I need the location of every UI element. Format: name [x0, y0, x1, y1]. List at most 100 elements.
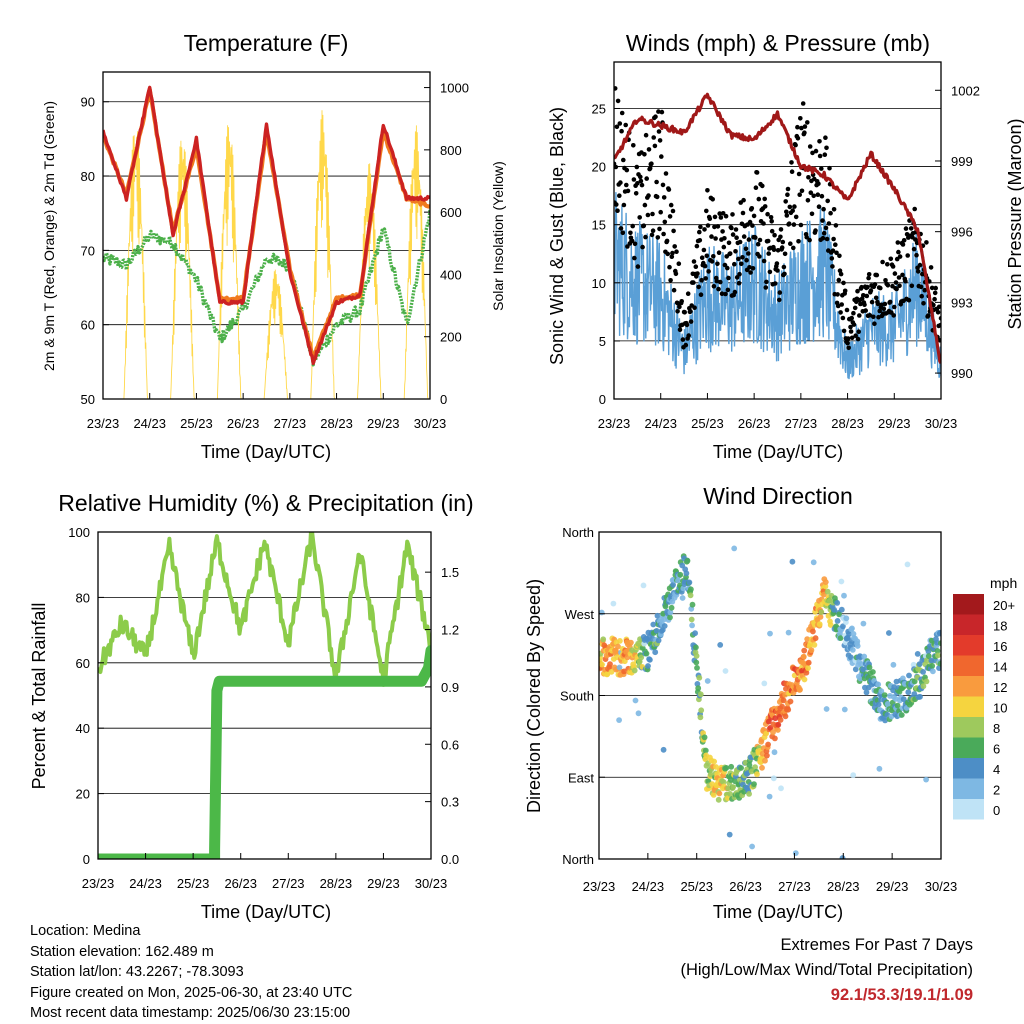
gust-point: [741, 234, 747, 239]
gust-point: [782, 271, 787, 277]
gust-point: [798, 222, 804, 228]
direction-point: [935, 652, 941, 659]
direction-point: [607, 661, 613, 667]
colorbar-label: 18: [993, 619, 1007, 634]
gust-point: [823, 135, 828, 140]
gust-point: [905, 253, 910, 258]
gust-point: [653, 114, 658, 119]
gust-point: [697, 238, 703, 243]
colorbar-label: 6: [993, 742, 1000, 757]
gust-point: [807, 237, 812, 243]
gust-point: [615, 98, 621, 104]
gust-point: [618, 180, 623, 185]
gust-point: [829, 256, 835, 261]
gust-point: [713, 236, 718, 241]
direction-point: [686, 579, 693, 586]
gust-point: [918, 284, 924, 290]
direction-point: [890, 661, 897, 668]
direction-point: [759, 764, 765, 771]
gust-point: [643, 234, 648, 240]
gust-point: [919, 293, 924, 299]
gust-point: [848, 324, 853, 330]
gust-point: [842, 288, 848, 294]
direction-xtick-label: 29/23: [876, 879, 909, 894]
gust-point: [736, 280, 742, 286]
direction-point: [881, 692, 888, 698]
gust-point: [695, 271, 700, 276]
direction-point: [876, 765, 883, 772]
gust-point: [697, 229, 702, 235]
gust-point: [746, 251, 751, 256]
gust-point: [868, 288, 874, 293]
gust-point: [793, 214, 799, 220]
winds-y2tick-label: 1002: [951, 83, 980, 98]
temperature-xtick-label: 29/23: [367, 416, 400, 431]
gust-point: [747, 265, 752, 270]
direction-point: [808, 647, 815, 654]
gust-point: [787, 204, 793, 210]
direction-point: [696, 674, 703, 681]
humidity-ytick-label: 20: [76, 787, 90, 802]
direction-point: [717, 642, 724, 648]
direction-xlabel: Time (Day/UTC): [713, 902, 843, 922]
gust-point: [736, 256, 741, 262]
gust-point: [849, 315, 854, 321]
info-latlon: Station lat/lon: 43.2267; -78.3093: [30, 964, 244, 980]
gust-point: [893, 280, 899, 285]
direction-point: [805, 659, 812, 666]
direction-point: [653, 628, 660, 634]
gust-point: [819, 193, 825, 199]
direction-xtick-label: 23/23: [583, 879, 616, 894]
gust-point: [720, 211, 726, 216]
direction-point: [632, 697, 639, 704]
humidity-ytick-label: 80: [76, 590, 90, 605]
gust-point: [841, 280, 846, 286]
direction-point: [816, 621, 823, 628]
gust-point: [869, 299, 875, 305]
gust-point: [914, 252, 919, 258]
direction-point: [694, 665, 700, 671]
gust-point: [635, 264, 641, 269]
gust-point: [733, 227, 739, 232]
gust-point: [624, 167, 630, 173]
humidity-ytick-label: 100: [68, 525, 90, 540]
gust-point: [734, 275, 740, 280]
direction-point: [631, 667, 638, 674]
gust-point: [831, 236, 836, 242]
direction-point: [779, 703, 785, 710]
direction-point: [716, 790, 723, 797]
direction-point: [841, 706, 848, 713]
temperature-ytick-label: 60: [81, 318, 95, 333]
temperature-y2tick-label: 800: [440, 143, 462, 158]
gust-point: [631, 177, 637, 182]
gust-point: [913, 237, 918, 242]
gust-point: [809, 211, 815, 217]
gust-point: [855, 336, 861, 342]
gust-point: [830, 248, 836, 253]
direction-point: [822, 583, 829, 590]
gust-point: [873, 295, 879, 301]
gust-point: [903, 226, 909, 231]
direction-ytick-label: South: [560, 689, 594, 704]
direction-point: [778, 785, 784, 792]
direction-point: [667, 609, 674, 616]
gust-point: [912, 206, 917, 212]
direction-point: [839, 855, 846, 859]
gust-point: [855, 288, 860, 294]
gust-point: [802, 124, 808, 129]
direction-point: [640, 582, 647, 589]
direction-point: [937, 660, 941, 667]
direction-point: [797, 686, 803, 693]
gust-point: [837, 253, 842, 259]
gust-point: [629, 238, 635, 244]
gust-point: [711, 284, 717, 289]
gust-point: [628, 230, 633, 236]
gust-point: [862, 302, 867, 308]
gust-point: [763, 285, 769, 290]
direction-point: [617, 638, 623, 644]
direction-point: [812, 635, 819, 642]
temperature-xtick-label: 28/23: [320, 416, 353, 431]
gust-point: [897, 283, 902, 289]
extremes-legend: (High/Low/Max Wind/Total Precipitation): [680, 961, 973, 979]
direction-point: [925, 653, 932, 659]
